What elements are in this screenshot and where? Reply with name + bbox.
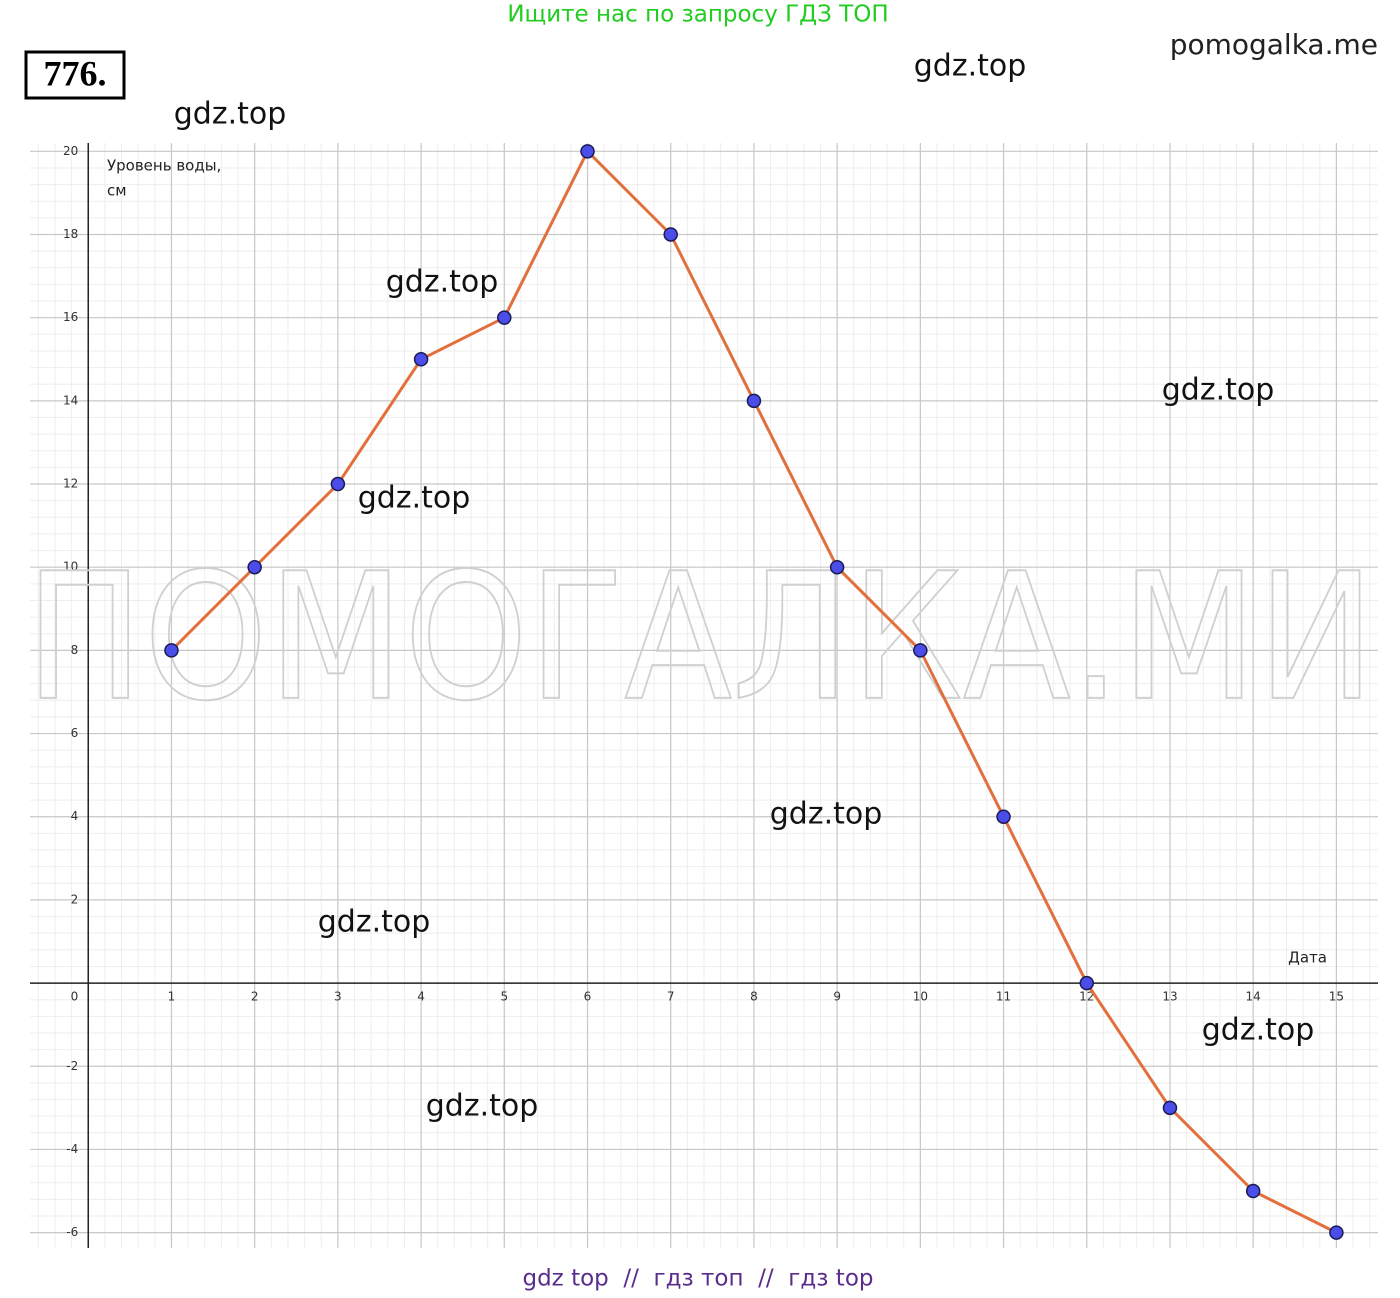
watermark: gdz.top [914, 49, 1027, 84]
problem-number: 776. [44, 53, 107, 93]
y-tick-label: 0 [71, 990, 79, 1004]
x-tick-label: 5 [500, 990, 508, 1004]
x-tick-label: 6 [584, 990, 592, 1004]
data-point [580, 144, 595, 159]
x-tick-label: 12 [1079, 990, 1094, 1004]
x-axis-label: Дата [1288, 949, 1327, 967]
y-axis-label: см [107, 182, 127, 200]
x-tick-label: 15 [1329, 990, 1344, 1004]
data-point [996, 809, 1011, 824]
y-tick-label: -6 [66, 1225, 78, 1239]
site-name: pomogalka.me [1170, 28, 1378, 61]
watermark: gdz.top [1162, 373, 1275, 408]
watermark: gdz.top [358, 481, 471, 516]
y-tick-label: 12 [63, 477, 78, 491]
y-tick-label: 2 [71, 892, 79, 906]
data-point [663, 227, 678, 242]
y-tick-label: 8 [71, 643, 79, 657]
x-tick-label: 3 [334, 990, 342, 1004]
x-tick-label: 14 [1246, 990, 1261, 1004]
x-tick-label: 9 [833, 990, 841, 1004]
watermark: gdz.top [318, 905, 431, 940]
top-banner: Ищите нас по запросу ГДЗ ТОП [507, 2, 888, 28]
big-watermark: ПОМОГАЛКА.МИ [25, 537, 1375, 740]
x-tick-label: 1 [168, 990, 176, 1004]
watermark: gdz.top [174, 97, 287, 132]
y-tick-label: -4 [66, 1142, 78, 1156]
x-tick-label: 2 [251, 990, 259, 1004]
watermark: gdz.top [770, 797, 883, 832]
x-tick-label: 11 [996, 990, 1011, 1004]
footer: gdz top // гдз топ // гдз top [522, 1266, 873, 1292]
x-tick-label: 8 [750, 990, 758, 1004]
data-point [413, 352, 429, 367]
x-tick-label: 7 [667, 990, 675, 1004]
y-tick-label: -2 [66, 1059, 78, 1073]
data-point [746, 393, 762, 409]
y-tick-label: 14 [63, 393, 78, 407]
data-point [330, 476, 346, 492]
data-point [1079, 975, 1095, 991]
watermark: gdz.top [1202, 1013, 1315, 1048]
number-box [24, 50, 126, 100]
y-tick-label: 4 [71, 809, 79, 823]
data-point [1329, 1225, 1344, 1240]
y-tick-label: 6 [71, 726, 79, 740]
data-point [247, 559, 262, 575]
data-point [1245, 1183, 1261, 1199]
watermark: gdz.top [386, 265, 499, 300]
data-point [829, 559, 845, 575]
data-point [164, 643, 179, 658]
watermark: gdz.top [426, 1089, 539, 1124]
y-axis-label: Уровень воды, [107, 157, 221, 175]
data-point [497, 310, 512, 325]
data-point [913, 643, 928, 658]
x-tick-label: 4 [417, 990, 425, 1004]
y-tick-label: 18 [63, 227, 78, 241]
x-tick-label: 13 [1162, 990, 1177, 1004]
data-point [1162, 1100, 1178, 1116]
y-tick-label: 10 [63, 560, 78, 574]
y-tick-label: 20 [63, 144, 78, 158]
x-tick-label: 10 [913, 990, 928, 1004]
y-tick-label: 16 [63, 310, 78, 324]
